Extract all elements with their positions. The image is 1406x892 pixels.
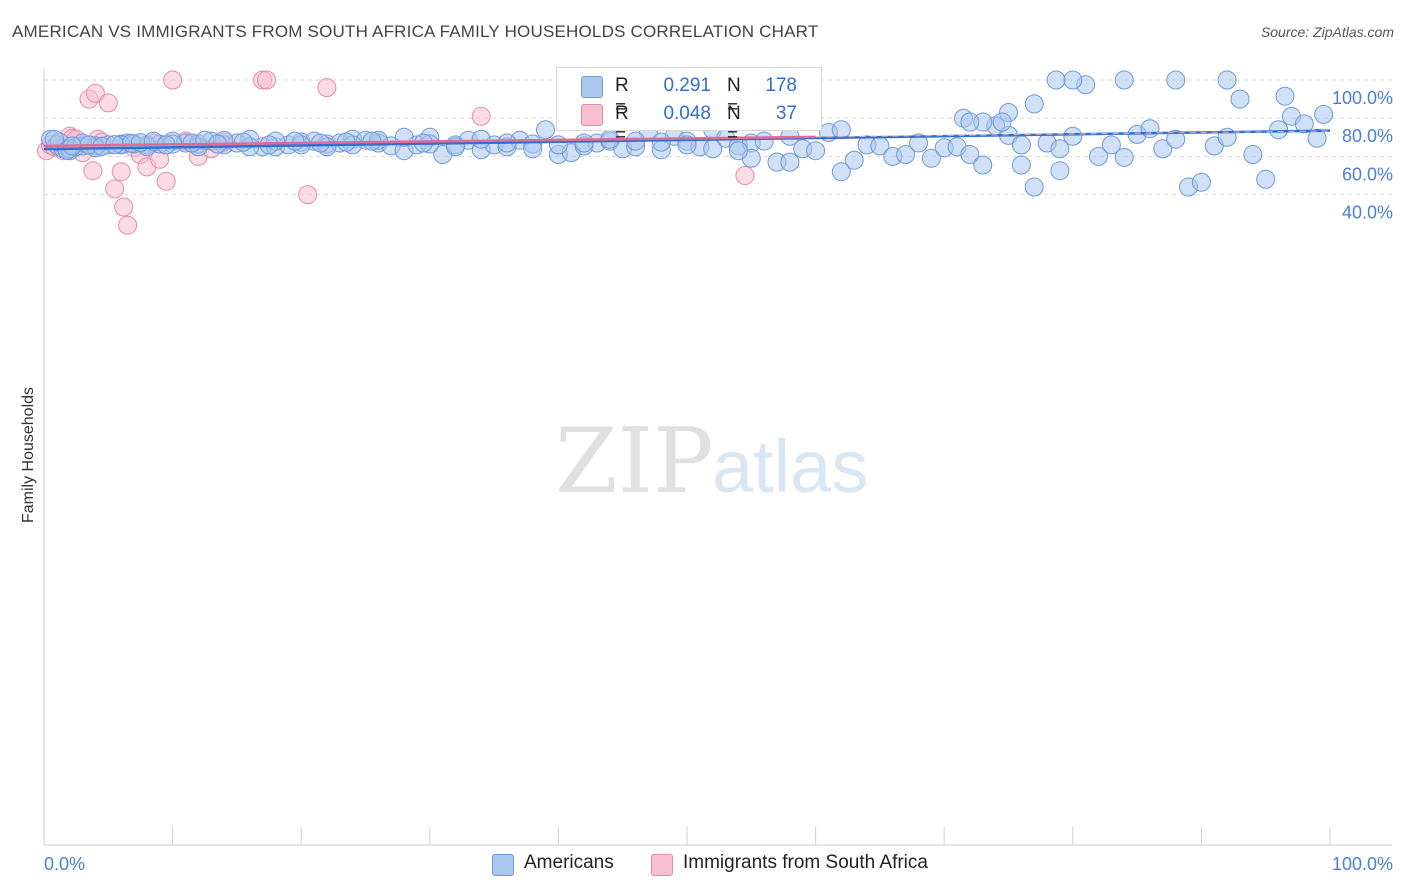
legend-n-label: N = bbox=[727, 103, 741, 146]
data-point bbox=[1230, 89, 1250, 109]
data-point bbox=[471, 106, 491, 126]
data-point bbox=[114, 197, 134, 217]
trend-line-immigrants bbox=[43, 135, 816, 148]
legend-n-value: 178 bbox=[765, 75, 797, 96]
data-point bbox=[651, 132, 671, 152]
y-tick-label: 100.0% bbox=[1332, 88, 1393, 108]
y-axis-title: Family Households bbox=[20, 387, 37, 523]
data-point bbox=[1191, 172, 1211, 192]
data-point bbox=[1153, 139, 1173, 159]
data-point bbox=[735, 166, 755, 185]
data-point bbox=[163, 70, 183, 90]
data-point bbox=[471, 129, 491, 149]
legend-swatch-blue bbox=[581, 76, 603, 98]
data-point bbox=[1011, 135, 1031, 155]
data-point bbox=[1089, 146, 1108, 166]
legend-n-label: N = bbox=[727, 75, 741, 118]
data-point bbox=[703, 139, 723, 159]
data-point bbox=[1024, 177, 1044, 197]
data-point bbox=[1114, 70, 1134, 90]
x-tick-label: 0.0% bbox=[44, 854, 85, 874]
y-tick-label: 60.0% bbox=[1342, 164, 1393, 184]
data-point bbox=[992, 112, 1012, 132]
data-point bbox=[317, 78, 337, 98]
legend-n-value: 37 bbox=[775, 103, 797, 124]
data-point bbox=[960, 112, 980, 132]
data-point bbox=[1050, 161, 1070, 181]
data-point bbox=[1275, 86, 1295, 106]
data-point bbox=[1307, 128, 1327, 148]
legend-r-value: 0.048 bbox=[663, 103, 711, 124]
data-point bbox=[156, 171, 176, 191]
data-point bbox=[754, 131, 774, 151]
y-tick-label: 40.0% bbox=[1342, 203, 1393, 223]
legend-label-americans: Americans bbox=[524, 852, 614, 873]
data-point bbox=[85, 83, 105, 103]
y-tick-label: 80.0% bbox=[1342, 126, 1393, 146]
data-point bbox=[285, 131, 305, 151]
legend-r-value: 0.291 bbox=[663, 75, 711, 96]
data-point bbox=[298, 185, 318, 205]
data-point bbox=[98, 93, 118, 113]
source-label: Source: ZipAtlas.com bbox=[1260, 24, 1394, 40]
stats-legend: R = 0.291 N = 178 R = 0.048 N = 37 bbox=[556, 67, 822, 146]
data-point bbox=[1050, 139, 1070, 159]
data-point bbox=[1011, 155, 1031, 175]
tick-labels: 40.0% 60.0% 80.0% 100.0% 0.0% 100.0% bbox=[44, 88, 1393, 874]
data-point bbox=[1114, 147, 1134, 167]
data-point bbox=[921, 148, 941, 168]
data-point bbox=[806, 141, 826, 161]
data-point bbox=[111, 162, 131, 182]
legend-swatch-pink bbox=[581, 104, 603, 126]
data-point bbox=[831, 120, 851, 140]
data-point bbox=[1101, 135, 1121, 155]
data-point bbox=[1063, 126, 1083, 146]
data-point bbox=[1024, 94, 1044, 114]
data-point bbox=[1256, 169, 1276, 189]
data-point bbox=[1314, 104, 1334, 124]
legend-swatch-pink bbox=[651, 854, 673, 876]
data-point bbox=[1166, 129, 1186, 149]
data-point bbox=[574, 133, 594, 153]
watermark-atlas: atlas bbox=[712, 425, 868, 508]
data-point bbox=[257, 70, 276, 90]
legend-label-immigrants: Immigrants from South Africa bbox=[683, 852, 928, 873]
data-point bbox=[1269, 120, 1289, 140]
data-point bbox=[973, 155, 993, 175]
watermark-zip: ZIP bbox=[555, 409, 714, 514]
trend-lines bbox=[43, 129, 1331, 151]
data-point bbox=[83, 161, 103, 181]
data-point bbox=[536, 120, 555, 140]
data-point bbox=[118, 215, 138, 235]
data-point bbox=[780, 152, 800, 172]
legend-r-label: R = bbox=[615, 103, 629, 146]
data-point bbox=[105, 179, 125, 199]
data-point bbox=[909, 133, 928, 153]
trend-extension-immigrants bbox=[815, 130, 1331, 138]
data-point bbox=[1046, 70, 1066, 90]
data-point bbox=[728, 141, 748, 161]
data-point bbox=[233, 132, 253, 152]
legend-r-label: R = bbox=[615, 75, 629, 118]
chart-title: AMERICAN VS IMMIGRANTS FROM SOUTH AFRICA… bbox=[12, 22, 819, 41]
data-point bbox=[1243, 145, 1263, 164]
data-point bbox=[1294, 114, 1314, 134]
data-point bbox=[1140, 119, 1160, 139]
data-point bbox=[844, 150, 864, 170]
data-point bbox=[960, 145, 980, 164]
x-tick-label: 100.0% bbox=[1332, 854, 1393, 874]
legend-swatch-blue bbox=[492, 854, 514, 876]
data-point bbox=[1217, 70, 1237, 90]
data-point bbox=[1063, 70, 1083, 90]
axes bbox=[43, 68, 1392, 846]
data-point bbox=[896, 145, 916, 164]
data-point bbox=[831, 162, 851, 182]
series-americans-points bbox=[40, 70, 1334, 197]
data-point bbox=[1166, 70, 1186, 90]
